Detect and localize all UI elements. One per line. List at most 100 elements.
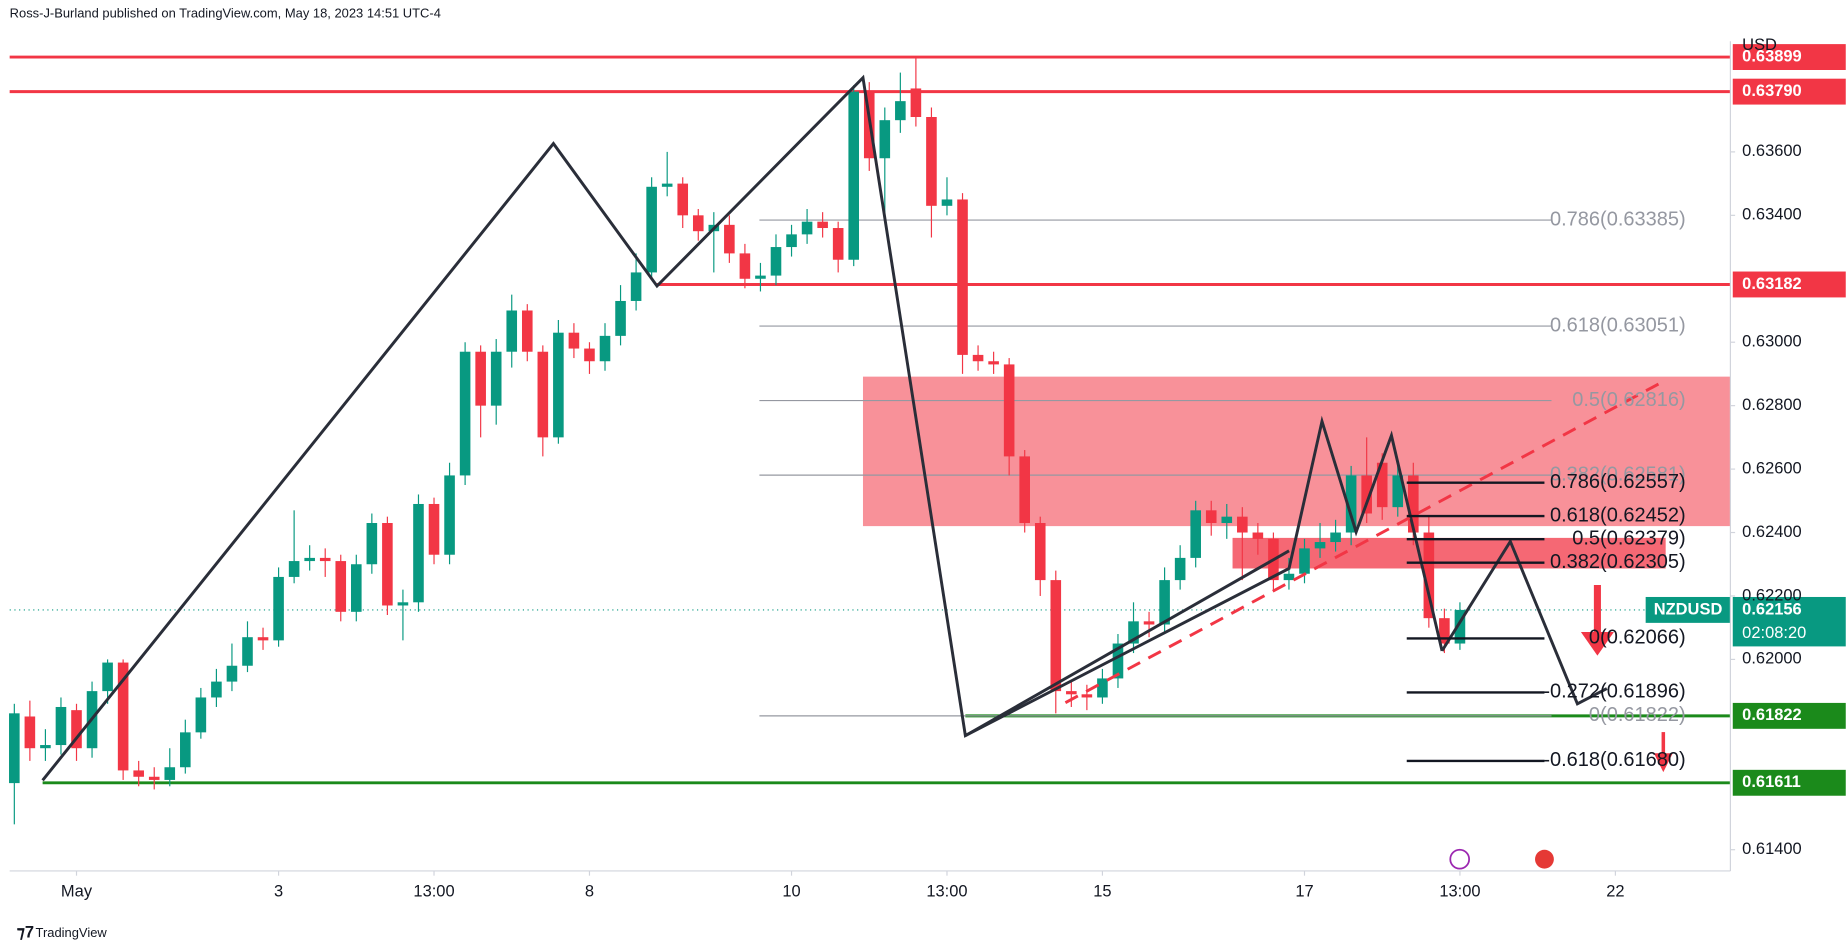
candle-body bbox=[117, 662, 129, 771]
fib-label: 0.5(0.62816) bbox=[1572, 389, 1685, 411]
candle-body bbox=[1034, 523, 1046, 581]
last-price-box bbox=[1732, 596, 1846, 647]
candle-body bbox=[428, 503, 440, 555]
x-tick-label: 17 bbox=[1295, 882, 1313, 900]
candle-body bbox=[1361, 475, 1372, 514]
candles bbox=[9, 56, 1466, 825]
last-price: 0.62156 bbox=[1742, 600, 1802, 618]
fib-label: 0.5(0.62379) bbox=[1572, 527, 1685, 549]
fib-label: 0.786(0.62557) bbox=[1550, 471, 1686, 493]
levels bbox=[9, 55, 1731, 785]
candle-body bbox=[1252, 532, 1264, 539]
candle-body bbox=[71, 710, 82, 749]
candle-body bbox=[319, 557, 331, 562]
candle-body bbox=[739, 253, 751, 279]
candle-body bbox=[1299, 548, 1310, 574]
candle-body bbox=[1423, 532, 1435, 619]
candle-body bbox=[273, 576, 284, 641]
candle-body bbox=[211, 681, 222, 698]
candle-body bbox=[770, 247, 782, 276]
symbol: NZDUSD bbox=[1654, 600, 1723, 618]
candle-body bbox=[288, 561, 300, 577]
candle-body bbox=[1392, 475, 1404, 508]
footer: TradingView bbox=[36, 925, 108, 940]
fib-label: 0(0.62066) bbox=[1589, 627, 1686, 649]
arrow-head bbox=[1580, 632, 1614, 656]
fib-label: 0.382(0.62305) bbox=[1550, 551, 1686, 573]
x-tick-label: 15 bbox=[1093, 882, 1111, 900]
candle-body bbox=[1454, 609, 1466, 644]
price-label-box bbox=[1732, 769, 1846, 796]
zigzag bbox=[41, 74, 1444, 782]
candle-body bbox=[1066, 691, 1077, 695]
candle-body bbox=[490, 351, 502, 406]
candle-body bbox=[972, 354, 984, 362]
price-label-box bbox=[1732, 702, 1846, 729]
x-tick-label: 13:00 bbox=[413, 882, 454, 900]
candle-body bbox=[413, 503, 424, 603]
y-tick-label: 0.62000 bbox=[1742, 650, 1802, 668]
candle-body bbox=[475, 351, 486, 406]
candle-body bbox=[195, 697, 207, 733]
drawings bbox=[41, 74, 1673, 870]
candle-body bbox=[397, 602, 409, 606]
event-icon[interactable] bbox=[1449, 848, 1471, 870]
y-tick-label: 0.63000 bbox=[1742, 333, 1802, 351]
candle-body bbox=[366, 523, 378, 565]
candle-body bbox=[40, 745, 51, 749]
candle-body bbox=[988, 361, 999, 365]
fib-label: 0.618(0.63051) bbox=[1550, 314, 1686, 336]
currency: USD bbox=[1742, 36, 1777, 54]
candle-body bbox=[1159, 580, 1170, 625]
candle-body bbox=[148, 776, 160, 780]
candle-body bbox=[661, 183, 673, 187]
candle-body bbox=[1439, 618, 1450, 644]
candle-body bbox=[180, 732, 191, 768]
candle-body bbox=[1112, 643, 1124, 679]
candle-body bbox=[879, 120, 891, 159]
fib-label: 0.382(0.62581) bbox=[1550, 463, 1686, 485]
y-tick-label: 0.63400 bbox=[1742, 206, 1802, 224]
candle-body bbox=[895, 101, 906, 121]
y-tick-label: 0.61400 bbox=[1742, 840, 1802, 858]
fib-label: -0.618(0.61680) bbox=[1543, 749, 1685, 771]
candle-body bbox=[1050, 580, 1062, 692]
candle-body bbox=[1143, 621, 1155, 625]
candle-body bbox=[55, 706, 67, 746]
candle-body bbox=[164, 767, 176, 780]
price-label-box bbox=[1732, 271, 1846, 298]
y-tick-label: 0.62800 bbox=[1742, 396, 1802, 414]
candle-body bbox=[599, 335, 611, 362]
candle-body bbox=[1221, 516, 1233, 524]
candle-body bbox=[335, 561, 347, 612]
candle-body bbox=[755, 275, 766, 279]
candle-body bbox=[615, 300, 626, 336]
candle-body bbox=[102, 662, 113, 692]
price-label: 0.63790 bbox=[1742, 82, 1802, 100]
price-label: 0.63182 bbox=[1742, 275, 1802, 293]
x-tick-label: 13:00 bbox=[1439, 882, 1480, 900]
candle-body bbox=[1205, 510, 1217, 524]
candle-body bbox=[444, 475, 455, 555]
attribution: Ross-J-Burland published on TradingView.… bbox=[10, 6, 441, 21]
labels: 0.63899 0.63790 0.63182 0.61822 0.61611 0.786… bbox=[1406, 44, 1846, 796]
flag-icon[interactable] bbox=[1535, 849, 1554, 869]
candle-body bbox=[646, 186, 657, 273]
candle-body bbox=[786, 234, 797, 248]
candle-body bbox=[724, 224, 735, 254]
x-tick-label: 13:00 bbox=[926, 882, 967, 900]
candle-body bbox=[941, 199, 953, 206]
candle-body bbox=[1237, 516, 1248, 533]
fib-label: 0(0.61822) bbox=[1589, 704, 1686, 726]
candle-body bbox=[382, 523, 393, 606]
candle-body bbox=[817, 221, 828, 229]
candle-body bbox=[910, 88, 922, 118]
candle-body bbox=[24, 716, 36, 749]
logo: ⁊7 bbox=[17, 924, 34, 942]
candle-body bbox=[832, 228, 844, 260]
candle-body bbox=[1283, 573, 1295, 581]
x-tick-label: 10 bbox=[782, 882, 800, 900]
candle-body bbox=[304, 557, 315, 562]
